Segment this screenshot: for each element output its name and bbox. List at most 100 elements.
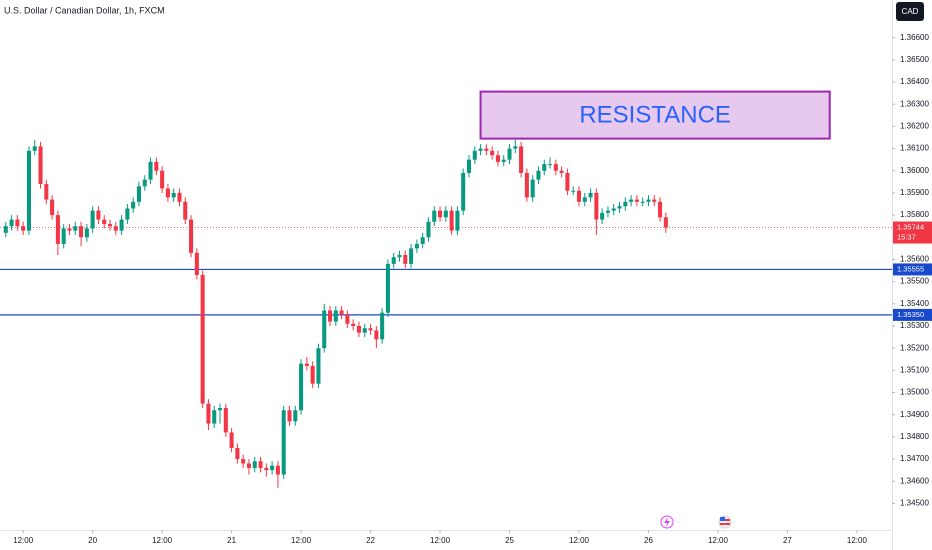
candle-body xyxy=(571,190,576,192)
candle-body xyxy=(333,310,338,322)
candle-body xyxy=(73,226,78,231)
candle-body xyxy=(495,155,500,162)
candle-body xyxy=(385,263,390,313)
x-tick-label: 22 xyxy=(366,536,375,545)
candle-body xyxy=(629,199,634,202)
candle-body xyxy=(79,226,84,238)
candle-body xyxy=(177,192,182,202)
candle-body xyxy=(119,219,124,231)
candle-body xyxy=(183,201,188,220)
candle-body xyxy=(246,463,251,468)
x-tick-label: 12:00 xyxy=(430,536,451,545)
candle-body xyxy=(449,210,454,231)
candle-body xyxy=(281,410,286,475)
candle-body xyxy=(600,212,605,220)
price-badge-label: 1.35350 xyxy=(897,310,924,319)
candle-body xyxy=(90,210,95,229)
candle-body xyxy=(345,314,350,324)
candle-body xyxy=(362,328,367,333)
candle-body xyxy=(582,197,587,202)
candle-body xyxy=(55,215,60,244)
y-tick-label: 1.35400 xyxy=(900,299,929,308)
y-tick-label: 1.34500 xyxy=(900,498,929,507)
candle-body xyxy=(148,161,153,180)
candle-body xyxy=(241,459,246,464)
candle-body xyxy=(519,146,524,173)
y-tick-label: 1.36200 xyxy=(900,122,929,131)
candle-body xyxy=(652,199,657,202)
currency-badge[interactable] xyxy=(896,2,924,21)
candle-body xyxy=(646,199,651,202)
candle-body xyxy=(160,170,165,189)
candle-body xyxy=(501,159,506,162)
candle-body xyxy=(287,410,292,422)
candle-body xyxy=(536,170,541,180)
y-tick-label: 1.34900 xyxy=(900,410,929,419)
candle-body xyxy=(403,255,408,264)
y-tick-label: 1.36600 xyxy=(900,33,929,42)
candle-body xyxy=(461,172,466,211)
candle-body xyxy=(44,184,49,200)
candle-body xyxy=(252,461,257,468)
candle-body xyxy=(663,217,668,228)
candle-body xyxy=(61,228,66,244)
y-tick-label: 1.35100 xyxy=(900,365,929,374)
candle-body xyxy=(171,192,176,198)
candle-body xyxy=(142,179,147,187)
candle-body xyxy=(235,447,240,460)
candle-body xyxy=(107,223,113,227)
current-price-label: 1.35744 xyxy=(897,223,924,232)
candle-body xyxy=(154,161,159,171)
candle-body xyxy=(310,365,315,384)
y-tick-label: 1.34600 xyxy=(900,476,929,485)
current-price-badge xyxy=(893,221,932,244)
candle-body xyxy=(212,410,217,424)
candle-body xyxy=(316,348,321,384)
candle-body xyxy=(136,186,141,202)
candle-body xyxy=(293,410,298,422)
candle-body xyxy=(299,363,304,411)
x-tick-label: 12:00 xyxy=(569,536,590,545)
candle-body xyxy=(322,310,327,349)
candle-body xyxy=(38,146,43,185)
candle-body xyxy=(409,248,414,264)
candle-body xyxy=(478,148,483,151)
candle-body xyxy=(658,201,663,218)
y-tick-label: 1.35800 xyxy=(900,210,929,219)
candle-body xyxy=(576,190,582,202)
y-tick-label: 1.35600 xyxy=(900,255,929,264)
candle-body xyxy=(466,159,472,173)
x-tick-label: 25 xyxy=(505,536,514,545)
candle-body xyxy=(32,146,37,151)
candle-body xyxy=(67,228,72,231)
candle-body xyxy=(438,210,443,218)
x-tick-label: 27 xyxy=(783,536,792,545)
x-tick-label: 26 xyxy=(644,536,653,545)
candle-body xyxy=(455,210,460,231)
candle-body xyxy=(391,257,396,264)
y-tick-label: 1.35200 xyxy=(900,343,929,352)
y-tick-label: 1.35500 xyxy=(900,277,929,286)
y-tick-label: 1.36500 xyxy=(900,55,929,64)
event-icons xyxy=(660,515,732,529)
resistance-label: RESISTANCE xyxy=(579,101,731,128)
candle-body xyxy=(397,255,402,258)
y-tick-label: 1.36100 xyxy=(900,144,929,153)
candle-body xyxy=(374,330,379,340)
y-tick-label: 1.34700 xyxy=(900,454,929,463)
candle-body xyxy=(223,408,228,433)
currency-label[interactable]: CAD xyxy=(902,7,919,16)
candle-body xyxy=(304,363,309,366)
candle-body xyxy=(605,210,610,213)
candle-body xyxy=(588,192,593,198)
candle-body xyxy=(611,208,616,211)
x-tick-label: 12:00 xyxy=(847,536,868,545)
candle-body xyxy=(426,221,431,238)
candle-body xyxy=(640,201,645,203)
candle-body xyxy=(472,150,477,160)
chart-title: U.S. Dollar / Canadian Dollar, 1h, FXCM xyxy=(4,5,165,15)
candle-body xyxy=(50,199,55,216)
x-tick-label: 21 xyxy=(227,536,236,545)
candle-body xyxy=(84,228,89,238)
